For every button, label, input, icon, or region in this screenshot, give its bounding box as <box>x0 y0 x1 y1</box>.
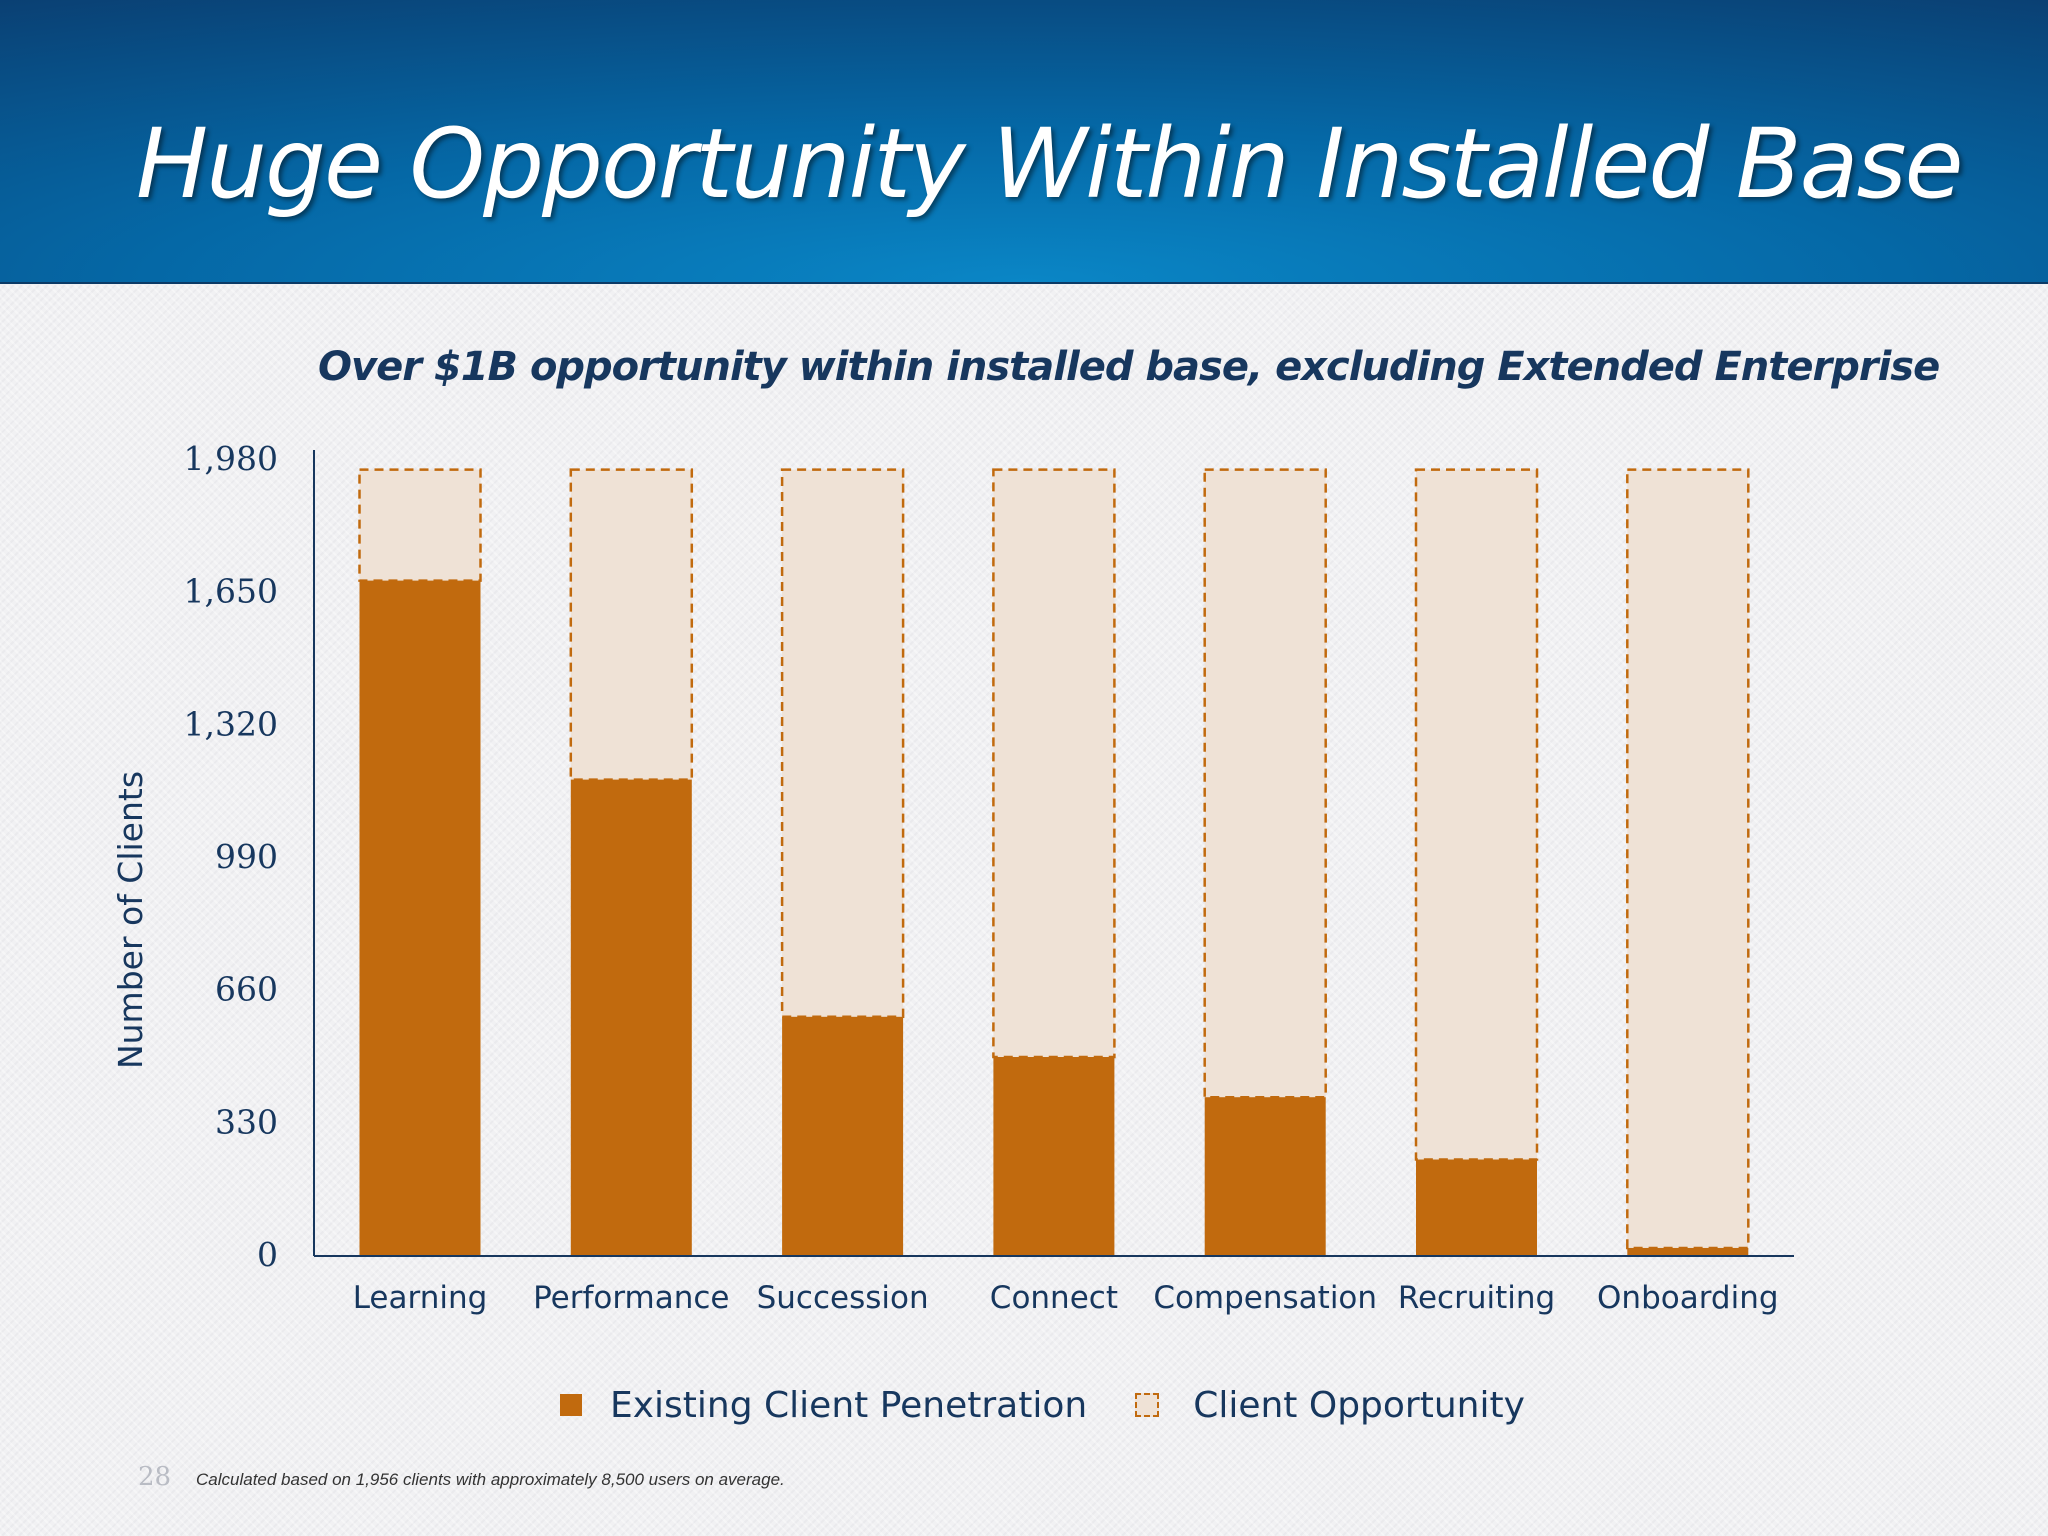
bar-opportunity-succession <box>780 468 905 1019</box>
x-tick-label-connect: Connect <box>990 1280 1118 1316</box>
legend-swatch-existing <box>560 1394 582 1416</box>
bar-existing-recruiting <box>1416 1159 1537 1256</box>
y-axis-title: Number of Clients <box>111 771 150 1069</box>
legend-swatch-opportunity <box>1135 1393 1160 1417</box>
bar-existing-compensation <box>1204 1097 1326 1256</box>
bar-opportunity-compensation <box>1203 468 1327 1099</box>
y-tick-label: 990 <box>215 837 278 876</box>
title-banner: Huge Opportunity Within Installed Base <box>0 0 2048 284</box>
legend-item-opportunity: Client Opportunity <box>1135 1385 1525 1426</box>
bar-existing-succession <box>782 1016 904 1256</box>
chart-subtitle: Over $1B opportunity within installed ba… <box>318 344 1940 390</box>
bar-existing-learning <box>359 580 481 1256</box>
x-tick-label-recruiting: Recruiting <box>1398 1280 1555 1316</box>
y-tick-label: 1,320 <box>184 704 278 743</box>
x-tick-label-performance: Performance <box>533 1280 729 1316</box>
legend-item-existing: Existing Client Penetration <box>560 1385 1087 1426</box>
x-tick-label-succession: Succession <box>757 1280 929 1316</box>
legend-label-existing: Existing Client Penetration <box>610 1384 1088 1426</box>
bar-opportunity-learning <box>358 468 482 582</box>
bar-opportunity-connect <box>992 468 1116 1059</box>
x-tick-label-learning: Learning <box>353 1280 488 1316</box>
y-tick-label: 330 <box>215 1102 278 1141</box>
bar-opportunity-recruiting <box>1414 468 1539 1161</box>
bar-existing-connect <box>993 1057 1115 1256</box>
legend-label-opportunity: Client Opportunity <box>1193 1384 1525 1426</box>
x-tick-label-compensation: Compensation <box>1153 1280 1377 1316</box>
bar-opportunity-onboarding <box>1626 468 1750 1250</box>
y-tick-label: 1,650 <box>184 572 278 611</box>
bar-existing-performance <box>570 779 692 1256</box>
chart-legend: Existing Client Penetration Client Oppor… <box>560 1380 1573 1430</box>
page-number: 28 <box>138 1462 172 1492</box>
y-tick-label: 0 <box>257 1235 278 1274</box>
slide-title: Huge Opportunity Within Installed Base <box>136 108 1964 220</box>
bar-opportunity-performance <box>569 468 694 781</box>
footnote: Calculated based on 1,956 clients with a… <box>196 1470 785 1489</box>
bar-existing-onboarding <box>1627 1247 1749 1256</box>
y-tick-label: 1,980 <box>184 439 278 478</box>
y-tick-label: 660 <box>215 970 278 1009</box>
x-tick-label-onboarding: Onboarding <box>1597 1280 1779 1316</box>
